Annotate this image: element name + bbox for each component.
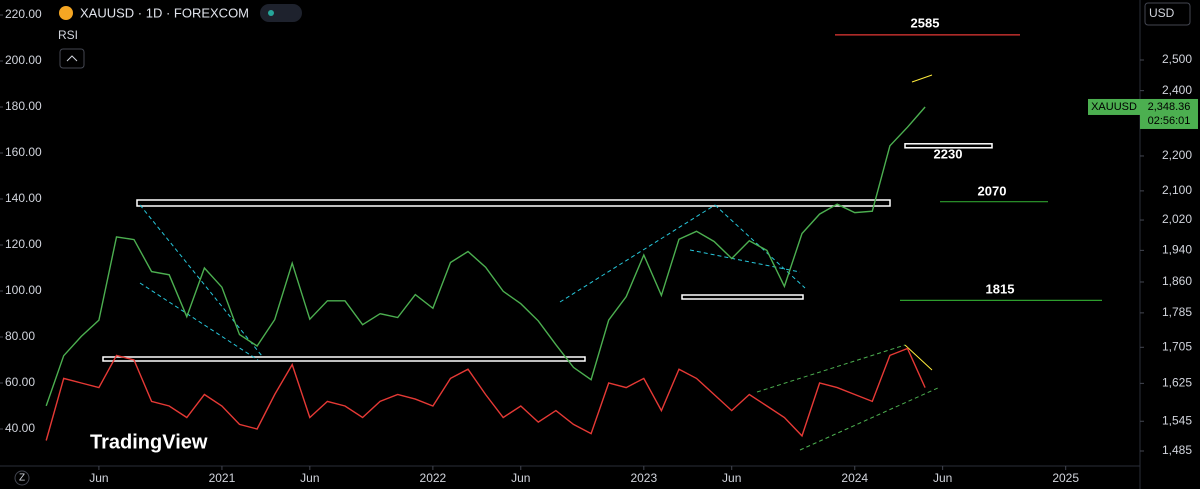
logo: TradingView — [90, 431, 208, 453]
y-tick-label: 1,860 — [1162, 274, 1192, 288]
trend-line — [756, 344, 906, 393]
x-tick-label: Jun — [722, 471, 741, 485]
symbol-tag-label: XAUUSD — [1091, 101, 1137, 113]
chart-title: XAUUSD · 1D · FOREXCOM — [80, 5, 249, 20]
trend-lines — [139, 204, 806, 361]
symbol-tag — [1088, 98, 1140, 115]
collapse-button[interactable] — [59, 48, 85, 69]
series-line — [45, 106, 926, 407]
x-tick-label: 2025 — [1052, 471, 1079, 485]
currency-button[interactable] — [1144, 2, 1191, 26]
trend-line — [911, 74, 933, 83]
trend-line — [559, 204, 716, 303]
scale-button[interactable] — [14, 470, 30, 486]
range-box — [136, 199, 891, 207]
x-tick-label: Jun — [511, 471, 530, 485]
scale-label: Z — [19, 473, 25, 484]
level-label: 2585 — [911, 15, 940, 30]
plot-layer: 2,5002,4002,3002,2002,1002,0201,9401,860… — [0, 7, 1192, 485]
level-label: 1815 — [986, 281, 1015, 296]
indicator-label: RSI — [58, 28, 78, 42]
y-tick-label: 1,785 — [1162, 305, 1192, 319]
y-tick-label: 2,400 — [1162, 83, 1192, 97]
y-tick-label: 1,705 — [1162, 339, 1192, 353]
range-box — [681, 294, 804, 300]
y-tick-label: 2,500 — [1162, 52, 1192, 66]
trend-line — [904, 344, 933, 371]
x-tick-label: Jun — [933, 471, 952, 485]
level-label: 2070 — [978, 183, 1007, 198]
y-tick-label: 2,200 — [1162, 148, 1192, 162]
x-tick-label: 2021 — [209, 471, 236, 485]
series-line — [45, 347, 926, 441]
y2-tick-label: 140.00 — [5, 191, 42, 205]
divergence-lines — [904, 74, 933, 371]
y2-tick-label: 200.00 — [5, 53, 42, 67]
trend-line — [139, 204, 263, 357]
x-tick-label: Jun — [300, 471, 319, 485]
range-box — [102, 356, 586, 362]
x-tick-label: 2022 — [420, 471, 447, 485]
y-tick-label: 1,485 — [1162, 443, 1192, 457]
chevron-icon — [66, 55, 78, 62]
price-tag-label: 2,348.36 — [1148, 101, 1191, 113]
symbol-icon — [59, 6, 73, 20]
y-tick-label: 2,020 — [1162, 212, 1192, 226]
status-pill — [260, 4, 302, 22]
y-tick-label: 1,545 — [1162, 413, 1192, 427]
status-dot — [268, 10, 274, 16]
x-tick-label: 2024 — [841, 471, 868, 485]
price-tag — [1140, 98, 1198, 129]
y2-tick-label: 120.00 — [5, 237, 42, 251]
y2-tick-label: 60.00 — [5, 375, 35, 389]
x-tick-label: 2023 — [630, 471, 657, 485]
trend-line — [139, 282, 259, 361]
level-label: 2230 — [934, 146, 963, 161]
countdown-label: 02:56:01 — [1148, 115, 1191, 127]
y2-tick-label: 80.00 — [5, 329, 35, 343]
y-tick-label: 2,100 — [1162, 183, 1192, 197]
trend-line — [799, 386, 941, 451]
x-tick-label: Jun — [89, 471, 108, 485]
y-tick-label: 1,940 — [1162, 243, 1192, 257]
range-boxes — [102, 199, 891, 362]
currency-label: USD — [1149, 6, 1175, 20]
y2-tick-label: 160.00 — [5, 145, 42, 159]
trend-line — [689, 249, 801, 273]
level-box — [904, 143, 993, 149]
y-tick-label: 1,625 — [1162, 376, 1192, 390]
y2-tick-label: 180.00 — [5, 99, 42, 113]
rsi-channel — [756, 344, 941, 451]
y2-tick-label: 100.00 — [5, 283, 42, 297]
y2-tick-label: 220.00 — [5, 7, 42, 21]
y2-tick-label: 40.00 — [5, 421, 35, 435]
